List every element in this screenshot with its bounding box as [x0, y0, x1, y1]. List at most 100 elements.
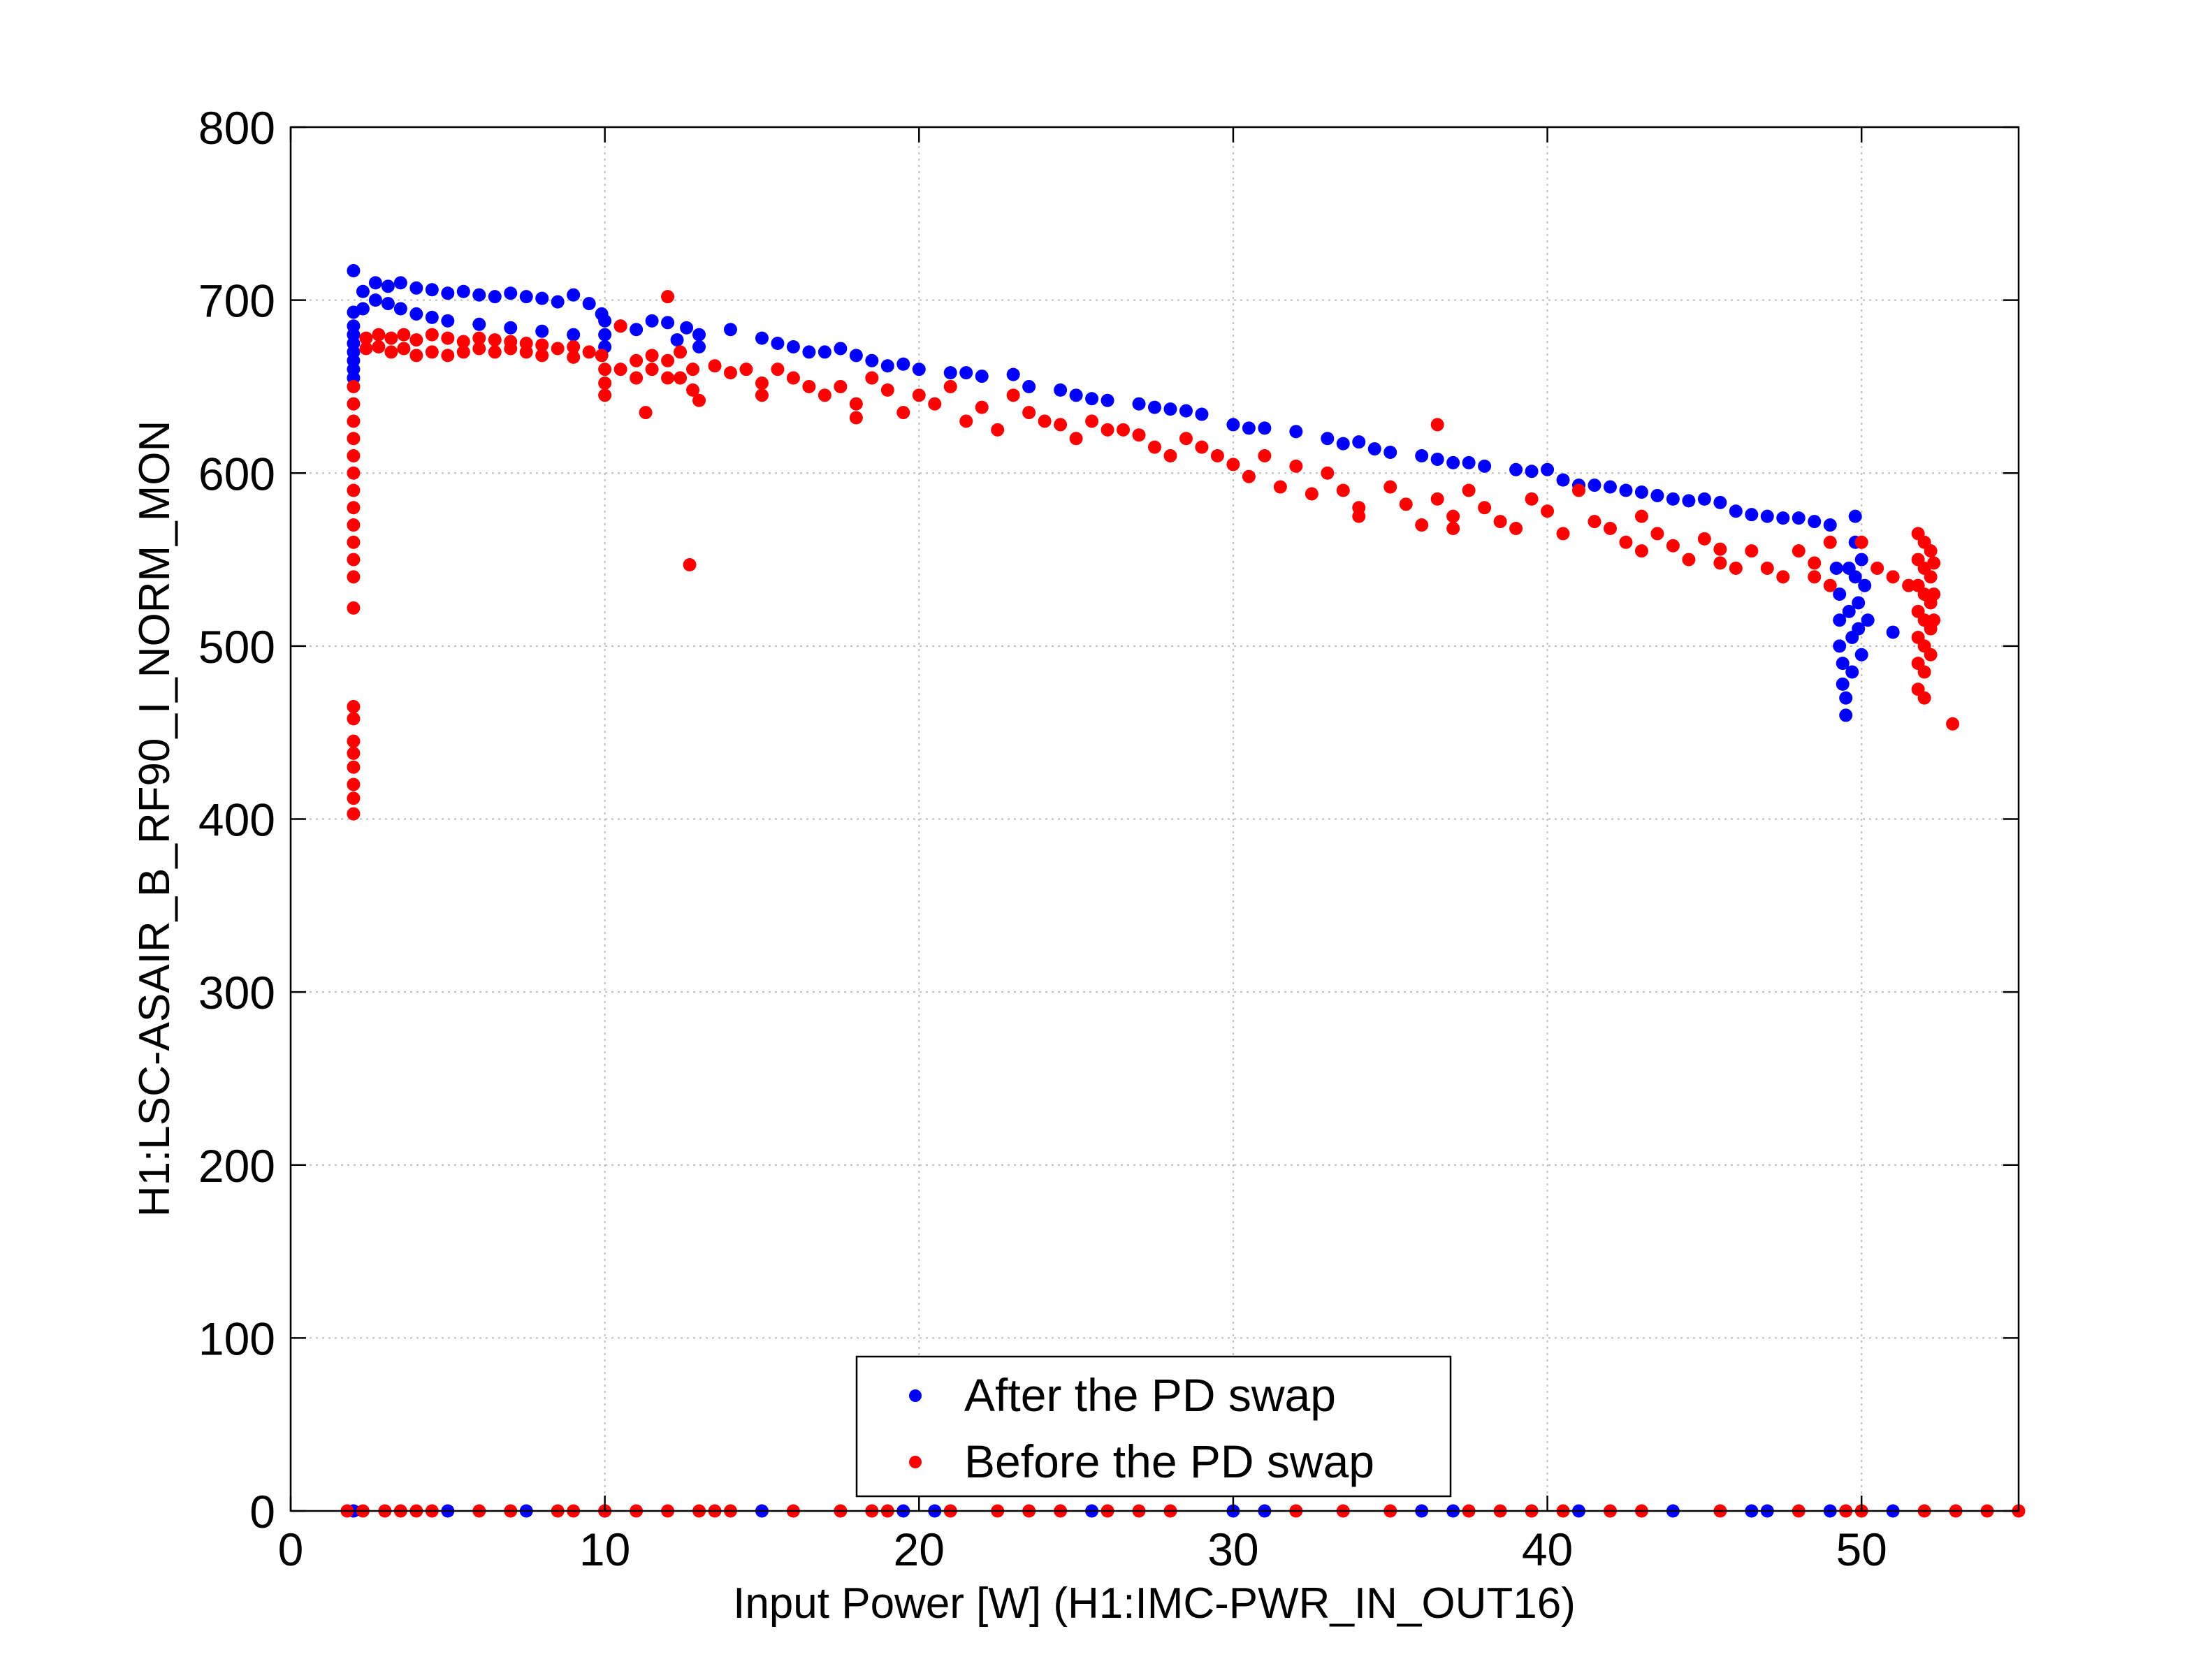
grid-lines [291, 127, 2019, 1511]
data-point [1352, 435, 1366, 449]
data-point [347, 448, 361, 462]
data-point [834, 342, 848, 356]
data-point [1258, 421, 1272, 435]
data-point [975, 370, 989, 384]
data-points [340, 264, 2026, 1518]
data-point [1852, 622, 1866, 636]
data-point [347, 553, 361, 567]
data-point [802, 345, 816, 359]
data-point [347, 466, 361, 480]
data-point [1163, 402, 1177, 416]
data-point [674, 345, 688, 359]
data-point [1038, 414, 1052, 428]
data-point [692, 328, 706, 342]
data-point [1927, 556, 1941, 570]
data-point [1336, 483, 1350, 497]
data-point [1493, 515, 1507, 529]
data-point [441, 286, 455, 300]
data-point [661, 353, 675, 367]
data-point [818, 345, 831, 359]
data-point [630, 353, 644, 367]
data-point [1352, 509, 1366, 523]
data-point [1924, 648, 1938, 662]
data-point [384, 345, 398, 359]
data-point [535, 324, 549, 338]
data-point [1619, 483, 1633, 497]
data-point [504, 342, 518, 356]
series-after [347, 264, 1900, 1518]
data-point [1650, 527, 1664, 541]
data-point [1829, 561, 1843, 575]
x-tick-label: 40 [1522, 1524, 1573, 1575]
data-point [928, 397, 942, 411]
data-point [755, 388, 769, 402]
data-point [1446, 455, 1460, 469]
data-point [755, 376, 769, 390]
data-point [1682, 494, 1696, 508]
data-point [595, 349, 609, 363]
data-point [1022, 379, 1036, 393]
data-point [645, 314, 659, 328]
data-point [582, 345, 596, 359]
data-point [1321, 432, 1335, 446]
data-point [1776, 570, 1790, 584]
data-point [1697, 532, 1711, 546]
data-point [1852, 596, 1866, 610]
data-point [598, 328, 612, 342]
data-point [1321, 466, 1335, 480]
data-point [551, 342, 565, 356]
data-point [1525, 465, 1539, 479]
data-point [381, 279, 395, 293]
data-point [686, 363, 700, 377]
data-point [409, 307, 423, 321]
legend-marker-after [909, 1389, 922, 1402]
data-point [1588, 479, 1601, 492]
data-point [472, 331, 486, 345]
data-point [425, 328, 439, 342]
data-point [1634, 509, 1648, 523]
series-before [340, 290, 2026, 1518]
data-point [849, 349, 863, 363]
data-point [1745, 508, 1759, 522]
data-point [1195, 407, 1209, 421]
y-axis-label: H1:LSC-ASAIR_B_RF90_I_NORM_MON [131, 421, 179, 1217]
data-point [1541, 504, 1555, 518]
data-point [1163, 448, 1177, 462]
data-point [347, 777, 361, 791]
data-point [393, 302, 407, 316]
data-point [409, 333, 423, 347]
data-point [381, 297, 395, 311]
data-point [519, 345, 533, 359]
data-point [1776, 511, 1790, 525]
data-point [1179, 404, 1193, 418]
data-point [630, 323, 644, 337]
data-point [959, 366, 973, 380]
data-point [347, 700, 361, 714]
data-point [1430, 452, 1444, 466]
data-point [1808, 515, 1822, 529]
data-point [802, 379, 816, 393]
data-point [567, 350, 581, 364]
data-point [771, 337, 785, 351]
data-point [1697, 492, 1711, 506]
data-point [1836, 657, 1850, 671]
data-point [1792, 544, 1806, 558]
data-point [943, 379, 957, 393]
data-point [1383, 446, 1397, 460]
y-tick-label: 100 [198, 1313, 275, 1364]
data-point [1619, 535, 1633, 549]
data-point [1242, 421, 1256, 435]
data-point [661, 290, 675, 304]
data-point [755, 331, 769, 345]
data-point [1541, 462, 1555, 476]
data-point [1927, 587, 1941, 601]
data-point [347, 734, 361, 748]
data-point [1745, 544, 1759, 558]
data-point [1927, 613, 1941, 627]
data-point [1085, 392, 1099, 406]
data-point [1729, 504, 1743, 518]
data-point [834, 379, 848, 393]
data-point [683, 557, 697, 571]
